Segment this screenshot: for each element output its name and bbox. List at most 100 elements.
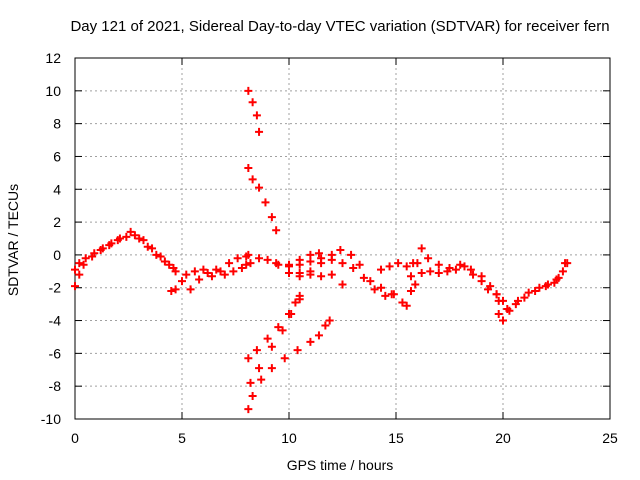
data-point — [160, 257, 169, 266]
data-point — [143, 242, 152, 251]
data-point — [347, 250, 356, 259]
plot-border — [74, 57, 611, 420]
y-tick-label: -4 — [49, 313, 62, 329]
data-point — [349, 264, 358, 273]
y-tick-label: 8 — [53, 116, 61, 132]
data-point — [306, 250, 315, 259]
data-point — [171, 285, 180, 294]
series-track-13 — [246, 295, 304, 387]
data-point — [327, 270, 336, 279]
data-point — [381, 291, 390, 300]
data-point — [434, 260, 443, 269]
data-point — [543, 280, 552, 289]
x-tick-label: 10 — [281, 430, 297, 446]
data-point — [156, 252, 165, 261]
data-point — [216, 267, 225, 276]
data-point — [272, 226, 281, 235]
y-tick-label: 4 — [53, 181, 61, 197]
data-point — [387, 290, 396, 299]
data-point — [355, 260, 364, 269]
data-point — [71, 282, 79, 291]
data-point — [246, 378, 255, 387]
data-point — [261, 198, 270, 207]
data-point — [107, 239, 116, 248]
data-point — [417, 244, 426, 253]
data-point — [81, 254, 90, 263]
data-point — [139, 236, 148, 245]
data-point — [252, 111, 261, 120]
data-point — [165, 260, 174, 269]
data-point — [225, 259, 234, 268]
y-axis-label: SDTVAR / TECUs — [5, 184, 21, 296]
data-point — [469, 270, 478, 279]
data-point — [306, 270, 315, 279]
data-point — [135, 234, 144, 243]
x-tick-label: 0 — [71, 430, 79, 446]
data-point — [274, 323, 283, 332]
data-point — [285, 268, 293, 277]
data-point — [75, 259, 84, 268]
data-point — [252, 346, 261, 355]
data-point — [248, 392, 257, 401]
data-point — [338, 280, 347, 289]
data-point — [115, 234, 124, 243]
data-point — [233, 254, 242, 263]
series-track-12 — [244, 291, 304, 363]
data-point — [291, 298, 300, 307]
data-point — [255, 364, 264, 373]
chart-title: Day 121 of 2021, Sidereal Day-to-day VTE… — [70, 18, 609, 35]
series-track-14 — [244, 316, 334, 414]
series-track-2 — [71, 227, 178, 274]
y-tick-label: -2 — [49, 280, 62, 296]
data-point — [267, 364, 276, 373]
data-point — [248, 175, 257, 184]
series-track-16 — [406, 244, 503, 305]
data-point — [257, 375, 266, 384]
data-point — [484, 285, 493, 294]
data-point — [293, 346, 302, 355]
data-point — [513, 296, 522, 305]
x-axis-label: GPS time / hours — [287, 457, 394, 473]
series-track-4 — [178, 260, 251, 294]
data-point — [314, 331, 323, 340]
x-tick-label: 5 — [178, 430, 186, 446]
data-point — [246, 259, 255, 268]
series-track-15 — [377, 259, 418, 274]
data-point — [460, 262, 469, 271]
series-track-5 — [182, 250, 253, 281]
data-point — [563, 259, 572, 268]
data-point — [186, 285, 195, 294]
series-track-10 — [285, 268, 347, 289]
data-point — [267, 213, 276, 222]
series-track-17 — [406, 262, 493, 294]
data-point — [499, 316, 507, 325]
data-point — [520, 293, 529, 302]
data-point — [385, 262, 394, 271]
data-point — [244, 86, 253, 95]
data-point — [317, 272, 326, 281]
data-point — [443, 267, 452, 276]
data-point — [167, 287, 176, 296]
data-point — [402, 301, 411, 310]
data-point — [411, 280, 420, 289]
data-point — [306, 337, 315, 346]
data-point — [178, 277, 186, 286]
data-point — [195, 275, 204, 284]
data-points — [71, 86, 572, 414]
data-point — [190, 267, 199, 276]
data-point — [244, 405, 253, 414]
y-tick-label: 12 — [45, 50, 61, 66]
data-point — [466, 265, 475, 274]
data-point — [402, 262, 411, 271]
data-point — [285, 260, 293, 269]
data-point — [272, 259, 281, 268]
data-point — [295, 268, 304, 277]
data-point — [152, 250, 161, 259]
y-tick-label: 0 — [53, 247, 61, 263]
data-point — [199, 265, 208, 274]
series-track-1 — [71, 231, 180, 291]
data-point — [558, 267, 567, 276]
plot-frame — [74, 57, 611, 420]
data-point — [295, 295, 304, 304]
